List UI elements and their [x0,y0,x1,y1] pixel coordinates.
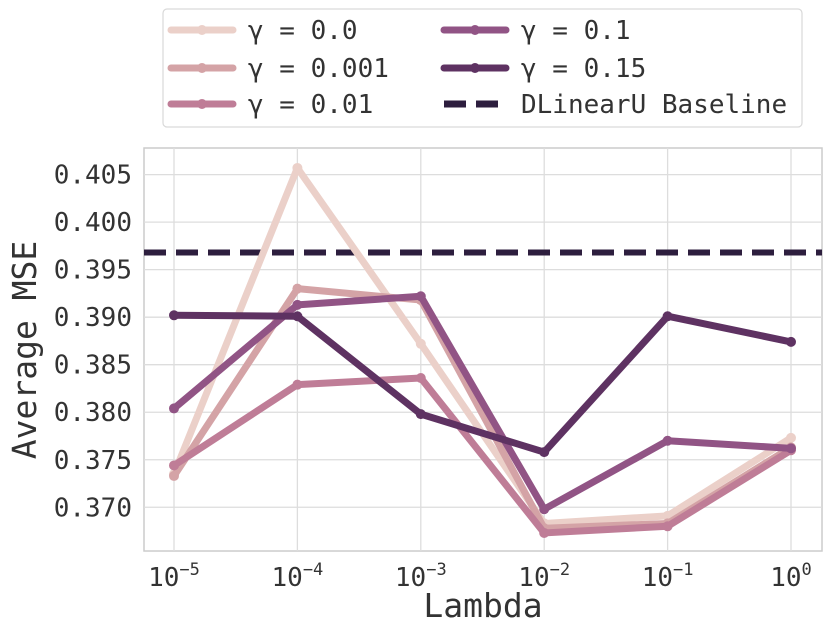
data-point [786,336,796,347]
data-point [662,435,673,446]
y-tick-label: 0.385 [54,351,132,381]
y-tick-label: 0.375 [54,446,132,476]
data-point [292,379,303,390]
data-point [539,447,550,458]
legend-label: γ = 0.01 [248,90,373,120]
legend-marker [197,25,207,35]
data-point [169,470,179,481]
data-point [415,373,426,384]
y-tick-label: 0.400 [54,208,132,238]
y-axis-label: Average MSE [5,241,44,460]
data-point [292,283,303,294]
data-point [786,432,796,443]
y-tick-labels: 0.370 0.375 0.380 0.385 0.390 0.395 0.400 0.405 [54,161,132,524]
legend-marker [197,63,207,73]
legend-marker [470,25,480,35]
legend: γ = 0.0 γ = 0.001 γ = 0.01 γ = 0.1 γ = 0.15 D… [167,16,787,120]
data-point [539,504,550,515]
data-point [415,409,426,420]
data-point [415,338,426,349]
data-point [662,521,673,532]
y-tick-label: 0.405 [54,161,132,191]
x-tick-label: 10−4 [272,560,324,593]
series-2 [169,373,796,538]
legend-label: γ = 0.1 [521,16,631,46]
data-point [169,310,179,321]
x-axis-label: Lambda [423,586,542,625]
x-tick-label: 10−3 [395,560,447,593]
data-point [292,311,303,322]
series-line [170,311,795,456]
x-tick-labels: 10−5 10−4 10−3 10−2 10−1 100 [148,560,812,593]
y-tick-label: 0.370 [54,493,132,523]
y-tick-label: 0.380 [54,398,132,428]
x-tick-label: 10−5 [148,560,200,593]
series-4 [169,310,796,458]
y-tick-label: 0.395 [54,256,132,286]
data-point [169,403,179,414]
x-tick-label: 10−1 [642,560,694,593]
data-point [292,299,303,310]
legend-label: γ = 0.15 [521,54,646,84]
legend-label: γ = 0.0 [248,16,358,46]
data-point [662,311,673,322]
legend-marker [470,63,480,73]
grid [144,148,822,551]
data-point [169,460,179,471]
series-line [170,292,795,513]
legend-marker [197,99,207,109]
y-tick-label: 0.390 [54,303,132,333]
x-tick-label: 100 [770,560,812,593]
data-point [539,527,550,538]
series-line [170,374,795,537]
legend-label: DLinearU Baseline [521,90,787,120]
series-3 [169,291,796,515]
legend-label: γ = 0.001 [248,54,389,84]
series-lines [169,162,796,538]
data-point [786,443,796,454]
data-point [292,162,303,173]
x-tick-label: 10−2 [518,560,570,593]
data-point [415,291,426,302]
